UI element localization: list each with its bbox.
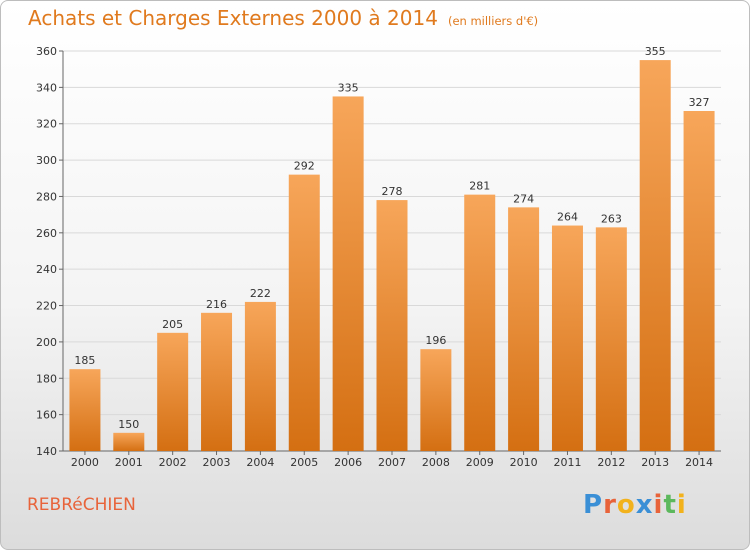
bar-2014 <box>683 111 715 451</box>
logo-letter: t <box>663 490 677 520</box>
y-tick-label: 280 <box>36 190 57 203</box>
x-tick-label: 2001 <box>115 456 143 469</box>
x-tick-label: 2011 <box>553 456 581 469</box>
logo-letter: i <box>653 490 664 520</box>
bar-2003 <box>201 312 233 451</box>
data-label: 263 <box>601 212 622 225</box>
x-tick-label: 2005 <box>290 456 318 469</box>
y-tick-label: 300 <box>36 154 57 167</box>
data-label: 327 <box>689 96 710 109</box>
y-tick-label: 240 <box>36 263 57 276</box>
x-tick-label: 2014 <box>685 456 713 469</box>
data-label: 264 <box>557 211 578 224</box>
data-labels: 185 150 205 216 222 292 335 278 196 281 274 264 263 3… <box>74 45 709 431</box>
data-label: 216 <box>206 298 227 311</box>
data-label: 205 <box>162 318 183 331</box>
y-tick-label: 180 <box>36 372 57 385</box>
bar-2007 <box>376 200 408 451</box>
x-tick-label: 2007 <box>378 456 406 469</box>
data-label: 292 <box>294 160 315 173</box>
chart-subtitle: (en milliers d'€) <box>447 14 539 28</box>
data-label: 222 <box>250 287 271 300</box>
y-tick-label: 160 <box>36 409 57 422</box>
x-tick-label: 2012 <box>597 456 625 469</box>
bar-2001 <box>113 432 145 451</box>
bars <box>69 60 715 452</box>
x-tick-label: 2006 <box>334 456 362 469</box>
x-tick-label: 2008 <box>422 456 450 469</box>
data-label: 281 <box>469 180 490 193</box>
x-tick-label: 2003 <box>203 456 231 469</box>
bar-2006 <box>332 96 364 452</box>
x-tick-label: 2004 <box>246 456 274 469</box>
y-tick-label: 260 <box>36 227 57 240</box>
data-label: 335 <box>338 81 359 94</box>
x-tick-label: 2000 <box>71 456 99 469</box>
bar-2008 <box>420 349 452 451</box>
chart-header: Achats et Charges Externes 2000 à 2014 (e… <box>28 6 538 30</box>
logo-letter: r <box>603 490 617 520</box>
y-tick-label: 140 <box>36 445 57 458</box>
logo-letter: P <box>583 490 604 520</box>
bar-2013 <box>639 60 671 451</box>
y-tick-label: 200 <box>36 336 57 349</box>
x-tick-label: 2002 <box>159 456 187 469</box>
data-label: 185 <box>74 354 95 367</box>
x-tick-label: 2010 <box>510 456 538 469</box>
data-label: 278 <box>382 185 403 198</box>
bar-2009 <box>464 194 496 452</box>
chart-title: Achats et Charges Externes 2000 à 2014 <box>28 6 438 30</box>
bar-2012 <box>595 227 627 451</box>
y-tick-label: 340 <box>36 81 57 94</box>
bar-2010 <box>508 207 540 451</box>
x-tick-label: 2009 <box>466 456 494 469</box>
logo-letter: i <box>676 490 687 520</box>
y-tick-label: 320 <box>36 118 57 131</box>
bar-2004 <box>244 301 276 451</box>
bar-2005 <box>288 174 320 452</box>
logo-letter: x <box>635 490 654 520</box>
data-label: 196 <box>425 334 446 347</box>
bar-2002 <box>157 332 189 451</box>
y-tick-label: 360 <box>36 45 57 58</box>
data-label: 355 <box>645 45 666 58</box>
logo-letter: o <box>616 490 636 520</box>
bar-2000 <box>69 369 101 451</box>
data-label: 150 <box>118 418 139 431</box>
x-tick-label: 2013 <box>641 456 669 469</box>
data-label: 274 <box>513 192 534 205</box>
proxiti-logo: Proxiti <box>583 490 687 520</box>
y-tick-label: 220 <box>36 300 57 313</box>
bar-2011 <box>551 225 583 451</box>
commune-name: REBRéCHIEN <box>27 495 136 515</box>
